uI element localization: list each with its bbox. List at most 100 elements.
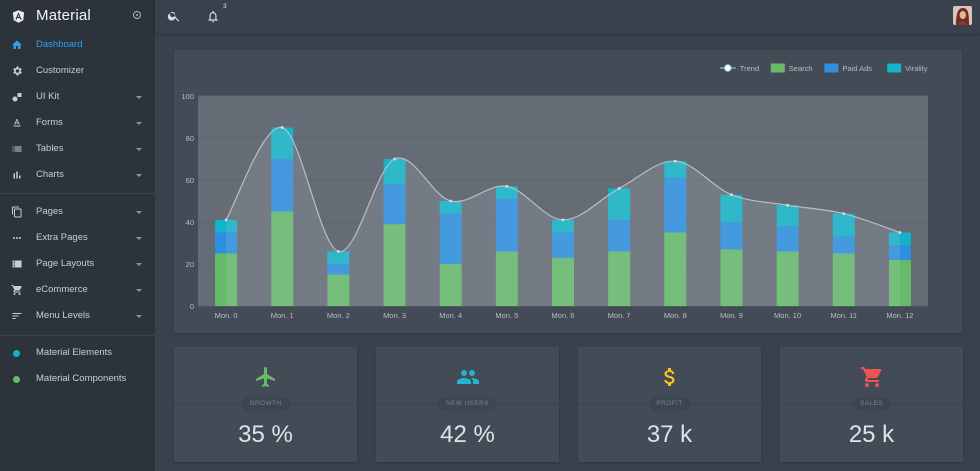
- stacked-bar-chart: 0 20 40 60 80 100 Mon. 0 Mon. 1 Mon. 2 Mon. 3 Mon.…: [181, 63, 928, 320]
- stat-label: SALES: [852, 397, 891, 411]
- sidebar-item-label: Customizer: [36, 65, 85, 76]
- bar-paid-ads: [608, 219, 631, 252]
- more-horiz-icon: [13, 237, 21, 239]
- stat-card-profit: PROFIT 37 k: [578, 347, 761, 462]
- y-tick-label: 100: [181, 92, 194, 101]
- dot-icon: [13, 376, 20, 383]
- stat-value: 37 k: [646, 421, 693, 448]
- legend-label: Virality: [905, 64, 928, 73]
- avatar[interactable]: [953, 6, 972, 25]
- trend-point: [561, 218, 565, 222]
- bar-search: [215, 253, 238, 306]
- x-tick-label: Mon. 6: [552, 311, 575, 320]
- x-tick-label: Mon. 5: [495, 311, 518, 320]
- trend-point: [842, 212, 846, 216]
- chevron-down-icon: [136, 289, 142, 292]
- sidebar-item-menu-levels[interactable]: Menu Levels: [0, 304, 155, 330]
- sidebar-toggle-icon[interactable]: [133, 11, 141, 19]
- sidebar-item-forms[interactable]: Forms: [0, 111, 155, 137]
- trend-line: [225, 126, 901, 253]
- bar-virality: [888, 232, 911, 246]
- sidebar-item-tables[interactable]: Tables: [0, 137, 155, 163]
- chevron-down-icon: [136, 174, 142, 177]
- chevron-down-icon: [136, 237, 142, 240]
- list-icon: [12, 146, 22, 152]
- shapes-icon: [12, 93, 22, 102]
- bar-paid-ads: [720, 222, 743, 250]
- text-format-icon: [13, 119, 21, 127]
- trend-point: [898, 231, 902, 234]
- sidebar-item-charts[interactable]: Charts: [0, 163, 155, 189]
- bar-search: [271, 211, 294, 306]
- bar-paid-ads: [832, 236, 855, 254]
- brand-title: Material: [36, 7, 91, 24]
- bar-virality: [495, 186, 518, 199]
- sidebar-item-dashboard[interactable]: Dashboard: [0, 33, 155, 59]
- x-tick-label: Mon. 1: [271, 311, 294, 320]
- sidebar-item-label: Charts: [36, 169, 64, 180]
- search-icon[interactable]: [167, 9, 181, 23]
- stat-card-sales: SALES 25 k: [780, 347, 963, 462]
- y-tick-label: 40: [186, 218, 194, 227]
- y-tick-label: 80: [186, 134, 194, 143]
- bar-search: [495, 251, 518, 306]
- bar-search: [720, 249, 743, 306]
- x-tick-label: Mon. 3: [383, 311, 406, 320]
- sidebar-item-label: Menu Levels: [36, 310, 90, 321]
- legend-label: Trend: [740, 64, 759, 73]
- bell-icon[interactable]: [206, 9, 220, 24]
- sidebar-item-ecommerce[interactable]: eCommerce: [0, 278, 155, 304]
- people-icon: [457, 370, 479, 384]
- legend-swatch-trend-dot: [724, 64, 732, 72]
- bar-paid-ads: [664, 177, 687, 233]
- bar-search: [832, 253, 855, 306]
- sidebar-item-label: eCommerce: [36, 284, 88, 295]
- sidebar-item-material-components[interactable]: Material Components: [0, 367, 155, 393]
- bar-paid-ads: [888, 245, 911, 260]
- bar-paid-ads: [439, 213, 462, 264]
- sidebar-item-label: UI Kit: [36, 91, 60, 102]
- sidebar-item-label: Pages: [36, 206, 63, 217]
- sidebar-item-page-layouts[interactable]: Page Layouts: [0, 252, 155, 278]
- chart-card: 0 20 40 60 80 100 Mon. 0 Mon. 1 Mon. 2 Mon. 3 Mon.…: [174, 50, 962, 333]
- bar-virality: [215, 219, 238, 233]
- trend-point: [617, 187, 621, 190]
- brand: Material: [0, 0, 155, 33]
- bar-virality: [608, 188, 631, 220]
- cart-icon: [861, 367, 882, 387]
- x-tick-label: Mon. 9: [720, 311, 743, 320]
- angular-logo-icon: [12, 10, 25, 23]
- legend-swatch-paid-ads: [824, 63, 839, 73]
- bar-virality: [664, 161, 687, 178]
- sidebar-item-label: Page Layouts: [36, 258, 95, 269]
- sort-icon: [12, 313, 22, 319]
- bar-paid-ads: [327, 264, 350, 275]
- sidebar-item-label: Tables: [36, 143, 64, 154]
- x-tick-label: Mon. 10: [774, 311, 801, 320]
- chevron-down-icon: [136, 315, 142, 318]
- sidebar-item-label: Forms: [36, 117, 63, 128]
- sidebar-item-customizer[interactable]: Customizer: [0, 59, 155, 85]
- bar-search: [552, 257, 574, 306]
- chevron-down-icon: [136, 122, 142, 125]
- sidebar-item-material-elements[interactable]: Material Elements: [0, 341, 155, 367]
- avatar-image: [953, 6, 972, 25]
- dot-icon: [13, 350, 20, 357]
- sidebar: Material Dashboard Customizer UI Kit For…: [0, 0, 155, 471]
- sidebar-item-ui-kit[interactable]: UI Kit: [0, 85, 155, 111]
- bar-paid-ads: [552, 232, 574, 258]
- legend-swatch-virality: [887, 63, 902, 73]
- bar-search: [439, 264, 462, 306]
- stat-card-growth: GROWTH 35 %: [174, 347, 357, 462]
- trend-point: [449, 199, 453, 203]
- x-tick-label: Mon. 8: [664, 311, 687, 320]
- sidebar-item-pages[interactable]: Pages: [0, 200, 155, 226]
- sidebar-item-extra-pages[interactable]: Extra Pages: [0, 226, 155, 252]
- bar-paid-ads: [495, 198, 518, 252]
- bar-chart-icon: [13, 171, 21, 179]
- legend-label: Paid Ads: [842, 64, 872, 73]
- y-tick-label: 20: [186, 260, 194, 269]
- home-icon: [12, 40, 22, 49]
- chevron-down-icon: [136, 148, 142, 151]
- bar-search: [664, 232, 687, 306]
